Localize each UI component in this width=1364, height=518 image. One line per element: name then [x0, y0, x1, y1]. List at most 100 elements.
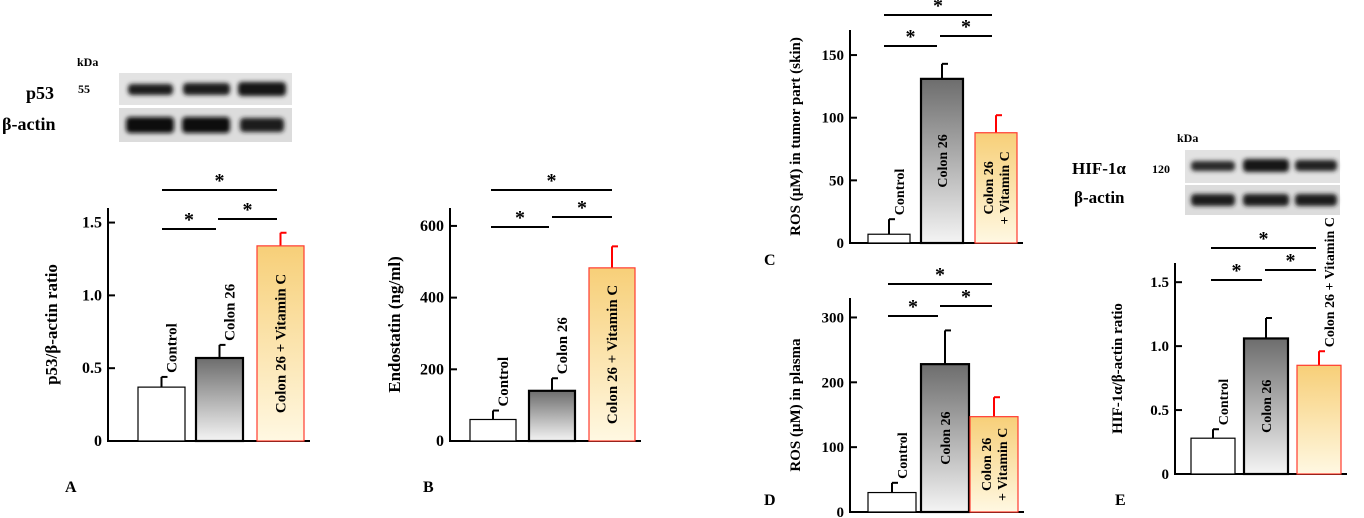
- category-label-b-2: Colon 26 + Vitamin C: [605, 285, 621, 424]
- bar-b-0: [469, 418, 517, 442]
- blot-e-protein-label: HIF-1α: [1072, 159, 1126, 178]
- category-label-d-1: Colon 26: [939, 411, 954, 464]
- blot-a-kda-value: 55: [78, 82, 90, 96]
- bar-a-1: [194, 356, 245, 443]
- bar-d-2: [969, 416, 1019, 513]
- panel-letter-b: B: [423, 479, 434, 496]
- category-label-e-0: Control: [1217, 379, 1232, 426]
- y-axis-label-b: Endostatin (ng/ml): [385, 256, 404, 393]
- y-tick-label-d: 0: [837, 505, 845, 518]
- bar-d-0: [867, 491, 917, 513]
- significance-c: * * *: [884, 0, 992, 48]
- y-axis-label-e: HIF-1α/β-actin ratio: [1110, 303, 1126, 434]
- y-axis-label-a: p53/β-actin ratio: [42, 264, 61, 385]
- chart-a: 0 0.5 1.0 1.5 p53/β-actin ratio Control Colon …: [42, 170, 310, 450]
- category-label-b-1: Colon 26: [555, 317, 571, 375]
- category-label-a-2: Colon 26 + Vitamin C: [274, 274, 290, 413]
- sig-line-e-3-star: *: [1259, 228, 1269, 250]
- blot-e-kda-value: 120: [1152, 162, 1170, 176]
- y-tick-label-e: 1.0: [1150, 339, 1169, 355]
- y-tick-label-d: 100: [822, 440, 845, 456]
- blot-a-loading-label: β-actin: [2, 114, 55, 134]
- chart-e: 0 0.5 1.0 1.5 HIF-1α/β-actin ratio Control Col…: [1110, 217, 1347, 483]
- category-label-e-2: Colon 26 + Vitamin C: [1323, 217, 1338, 347]
- y-tick-label-d: 200: [822, 375, 845, 391]
- blot-e-hif-strip: [1185, 150, 1340, 183]
- sig-line-b-3-star: *: [547, 170, 557, 192]
- bar-e-1: [1242, 337, 1290, 476]
- blot-a-p53-strip: [119, 73, 292, 105]
- blot-e-loading-label: β-actin: [1074, 188, 1125, 207]
- significance-d: * * *: [888, 264, 992, 318]
- y-axis-label-d: ROS (μM) in plasma: [788, 338, 804, 472]
- category-label-a-0: Control: [165, 323, 181, 373]
- sig-line-c-2-star: *: [961, 16, 971, 38]
- blot-e: kDa HIF-1α 120 β-actin: [1072, 131, 1340, 215]
- sig-line-a-1-star: *: [184, 209, 194, 231]
- blot-a-actin-strip: [119, 108, 292, 142]
- sig-line-e-1-star: *: [1232, 260, 1242, 282]
- bar-c-0: [867, 233, 911, 244]
- bar-d-1: [919, 363, 971, 514]
- y-tick-label-b: 400: [420, 290, 444, 307]
- sig-line-c-1-star: *: [906, 26, 916, 48]
- significance-e: * * *: [1211, 228, 1316, 282]
- y-tick-label-c: 50: [829, 173, 844, 189]
- y-tick-label-a: 1.0: [82, 287, 102, 304]
- sig-line-a-2-star: *: [243, 199, 253, 221]
- sig-line-a-3-star: *: [215, 170, 225, 192]
- category-label-c-0: Control: [893, 169, 908, 216]
- category-label-e-1: Colon 26: [1260, 380, 1275, 433]
- category-label-b-0: Control: [496, 357, 512, 407]
- blot-e-actin-strip: [1185, 185, 1340, 215]
- chart-c: 0 50 100 150 ROS (μM) in tumor part (skin) Co…: [788, 0, 1023, 252]
- category-label-c-1: Colon 26: [936, 134, 951, 187]
- bar-c-2: [974, 132, 1018, 244]
- blot-a-kda-label: kDa: [77, 55, 98, 69]
- y-tick-label-c: 150: [822, 48, 845, 64]
- y-tick-label-b: 200: [420, 361, 444, 378]
- panel-letter-c: C: [764, 252, 776, 269]
- category-label-a-1: Colon 26: [223, 283, 239, 341]
- significance-a: * * *: [162, 170, 277, 231]
- y-tick-label-e: 0: [1162, 467, 1170, 483]
- bar-b-1: [527, 389, 577, 443]
- significance-b: * * *: [491, 170, 612, 229]
- category-label-d-2: Colon 26+ Vitamin C: [980, 428, 1011, 501]
- y-tick-label-a: 0.5: [82, 360, 102, 377]
- bar-a-2: [256, 245, 305, 442]
- sig-line-e-2-star: *: [1286, 250, 1296, 272]
- panel-letter-e: E: [1115, 492, 1126, 509]
- blot-a-protein-label: p53: [26, 83, 54, 103]
- blot-a: kDa p53 55 β-actin: [2, 55, 292, 142]
- category-label-c-2: Colon 26+ Vitamin C: [982, 151, 1013, 224]
- panel-letter-a: A: [65, 479, 77, 496]
- blot-e-kda-label: kDa: [1177, 131, 1198, 145]
- charts: 0 0.5 1.0 1.5 p53/β-actin ratio Control Colon …: [42, 0, 1347, 518]
- y-tick-label-e: 1.5: [1150, 275, 1169, 291]
- y-tick-label-d: 300: [822, 310, 845, 326]
- y-tick-label-c: 100: [822, 111, 845, 127]
- y-tick-label-b: 0: [436, 433, 444, 450]
- sig-line-d-1-star: *: [908, 296, 918, 318]
- sig-line-b-2-star: *: [577, 197, 587, 219]
- bar-e-0: [1190, 437, 1236, 475]
- sig-line-b-1-star: *: [515, 207, 525, 229]
- bar-b-2: [588, 267, 636, 442]
- sig-line-c-3-star: *: [933, 0, 943, 17]
- sig-line-d-3-star: *: [935, 264, 945, 286]
- sig-line-d-2-star: *: [961, 286, 971, 308]
- y-tick-label-c: 0: [837, 236, 845, 252]
- panel-letter-d: D: [764, 492, 776, 509]
- bar-a-0: [137, 386, 186, 442]
- y-tick-label-e: 0.5: [1150, 403, 1169, 419]
- y-axis-label-c: ROS (μM) in tumor part (skin): [788, 37, 804, 236]
- y-tick-label-a: 1.5: [82, 215, 102, 232]
- category-label-d-0: Control: [896, 432, 911, 479]
- bar-e-2: [1296, 364, 1342, 475]
- bar-c-1: [919, 77, 965, 245]
- y-tick-label-a: 0: [94, 433, 102, 450]
- chart-b: 0 200 400 600 Endostatin (ng/ml) Control Colon…: [385, 170, 641, 450]
- chart-d: 0 100 200 300 ROS (μM) in plasma Control Colon…: [788, 264, 1024, 518]
